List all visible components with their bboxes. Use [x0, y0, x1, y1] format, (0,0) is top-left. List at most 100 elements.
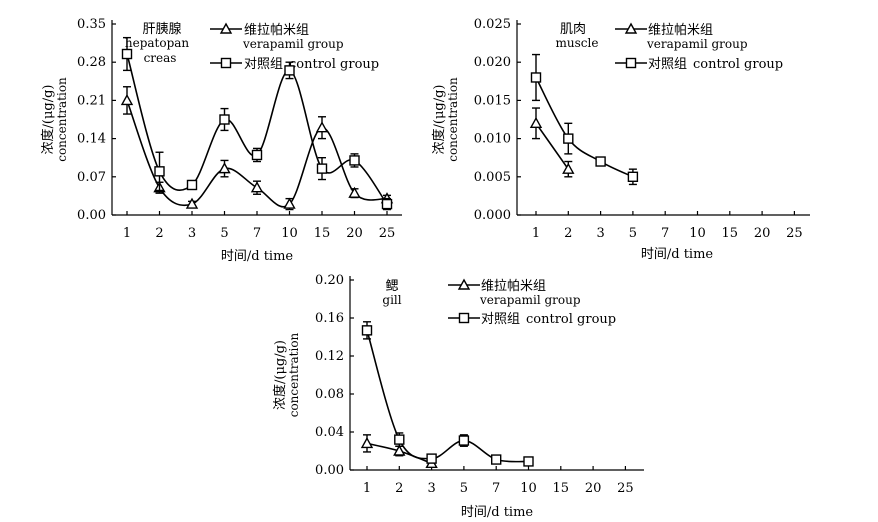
chart-muscle: 0.000 0.005 0.010 0.015 0.020 0.025 1 2 3 5 7 10 15 2…: [431, 17, 810, 262]
data-point: [218, 162, 231, 174]
y-tick-label: 0.005: [474, 170, 511, 185]
x-axis-label: 时间/d time: [641, 247, 714, 262]
data-point: [186, 179, 198, 191]
y-tick-label: 0.000: [474, 208, 511, 223]
data-point: [348, 186, 361, 198]
x-tick-label: 5: [460, 481, 468, 496]
y-axis-label-en: concentration: [55, 77, 69, 162]
data-point: [563, 133, 574, 144]
data-point: [361, 325, 373, 336]
triangle-marker-icon: [219, 22, 233, 34]
triangle-marker-icon: [457, 278, 471, 290]
legend-label-en: control group: [693, 57, 783, 72]
data-point: [120, 93, 134, 106]
x-tick-label: 5: [629, 226, 637, 241]
data-point: [523, 456, 534, 467]
x-tick-label: 3: [427, 481, 435, 496]
y-tick-label: 0.025: [474, 17, 511, 32]
data-point: [250, 181, 264, 193]
data-point: [185, 197, 199, 209]
chart-hepatopancreas: 0.00 0.07 0.14 0.21 0.28 0.35 1 2 3 5 7 10 15 20 25 时间/…: [40, 17, 402, 264]
data-point: [426, 453, 437, 464]
data-point: [315, 121, 329, 133]
data-point: [349, 155, 360, 166]
y-tick-label: 0.08: [315, 387, 344, 402]
data-point: [154, 166, 165, 177]
x-tick-label: 1: [363, 481, 371, 496]
x-tick-label: 2: [155, 226, 163, 241]
x-tick-label: 20: [585, 481, 602, 496]
x-tick-label: 7: [661, 226, 669, 241]
y-tick-label: 0.020: [474, 55, 511, 70]
data-point: [627, 171, 639, 183]
legend-label-en: verapamil group: [479, 293, 581, 307]
legend-label-en: verapamil group: [242, 37, 344, 51]
data-point: [284, 65, 295, 76]
x-axis-label: 时间/d time: [461, 505, 534, 520]
x-tick-label: 1: [123, 226, 131, 241]
legend-label-en: control group: [526, 312, 616, 327]
triangle-marker-icon: [624, 22, 638, 34]
legend-label-zh: 对照组: [244, 57, 283, 72]
legend-label-zh: 维拉帕米组: [648, 23, 713, 38]
data-point: [219, 114, 230, 125]
data-point: [530, 72, 542, 83]
chart-title: 肝胰腺: [142, 22, 181, 37]
series-square: [361, 321, 534, 467]
legend-label-zh: 维拉帕米组: [481, 279, 546, 294]
x-axis-label: 时间/d time: [221, 249, 294, 264]
legend-label-en: control group: [289, 57, 379, 72]
series-triangle: [529, 107, 575, 178]
series-square: [121, 36, 393, 211]
chart-title-en: gill: [382, 293, 401, 307]
data-point: [595, 156, 606, 167]
chart-gill: 0.00 0.04 0.08 0.12 0.16 0.20 1 2 3 5 7 10 15 20 25 时间/…: [272, 273, 644, 520]
data-point: [121, 48, 133, 60]
square-marker-icon: [625, 57, 637, 69]
data-point: [491, 454, 502, 465]
legend-label-zh: 对照组: [648, 57, 687, 72]
y-tick-label: 0.04: [315, 425, 344, 440]
x-tick-label: 15: [314, 226, 331, 241]
x-tick-label: 1: [532, 226, 540, 241]
chart-title: 鳃: [385, 279, 398, 294]
data-point: [360, 436, 374, 449]
series-square: [530, 53, 639, 186]
data-point: [458, 435, 470, 446]
square-marker-icon: [220, 57, 232, 69]
y-axis-label: 浓度/(μg/g): [272, 340, 288, 410]
chart-title-en: hepatopan: [125, 36, 190, 50]
x-tick-label: 20: [754, 226, 771, 241]
data-point: [529, 116, 543, 129]
legend-label-en: verapamil group: [646, 37, 748, 51]
y-tick-label: 0.00: [77, 208, 106, 223]
chart-title-en-2: creas: [144, 51, 177, 65]
y-tick-label: 0.00: [315, 463, 344, 478]
x-tick-label: 5: [220, 226, 228, 241]
y-axis-label-en: concentration: [287, 332, 301, 417]
x-tick-label: 7: [253, 226, 261, 241]
chart-title: 肌肉: [560, 22, 586, 37]
series-line: [366, 330, 529, 463]
series-triangle: [120, 86, 394, 211]
x-tick-label: 2: [395, 481, 403, 496]
x-tick-label: 10: [520, 481, 537, 496]
y-tick-label: 0.14: [77, 132, 106, 147]
y-tick-label: 0.015: [474, 93, 511, 108]
y-tick-label: 0.010: [474, 132, 511, 147]
y-tick-label: 0.35: [77, 17, 106, 32]
x-tick-label: 25: [786, 226, 803, 241]
x-tick-label: 20: [346, 226, 363, 241]
chart-title-en: muscle: [556, 36, 599, 50]
data-point: [251, 149, 263, 161]
x-tick-label: 7: [492, 481, 500, 496]
x-tick-label: 2: [564, 226, 572, 241]
x-tick-label: 25: [617, 481, 634, 496]
y-tick-label: 0.07: [77, 170, 106, 185]
data-point: [381, 198, 393, 210]
data-point: [316, 163, 328, 174]
